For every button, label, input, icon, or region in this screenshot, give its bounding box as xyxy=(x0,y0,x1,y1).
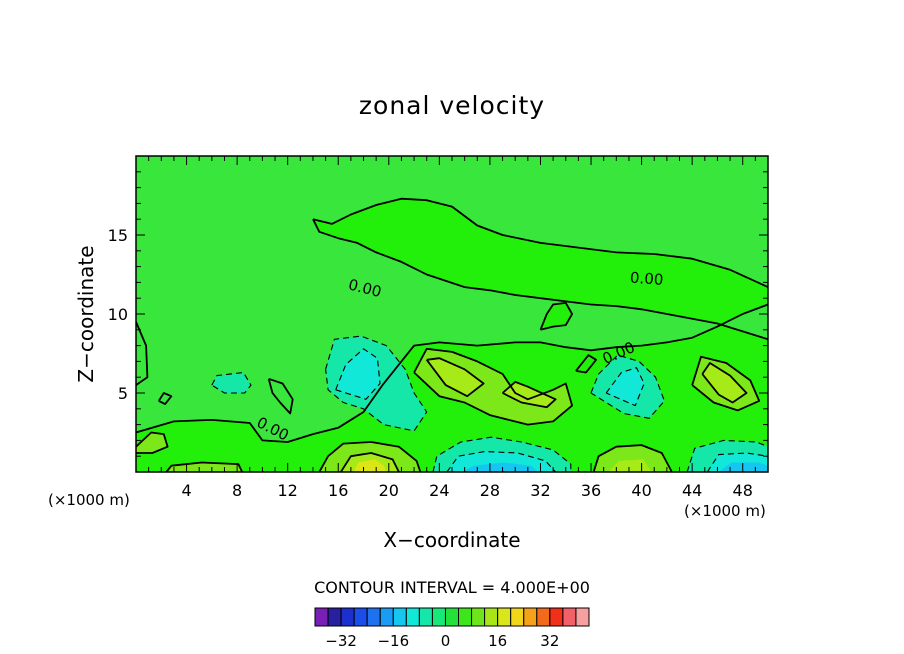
contour-line-26 xyxy=(575,354,597,374)
colorbar-swatch xyxy=(562,607,577,627)
contour-region-5 xyxy=(502,381,556,408)
contour-line-16 xyxy=(691,355,761,412)
colorbar-tick-label: −32 xyxy=(325,632,357,650)
contour-region-11 xyxy=(606,367,645,406)
contour-region-4 xyxy=(426,358,484,397)
contour-line-18 xyxy=(318,441,422,472)
contour-line-23 xyxy=(158,392,173,406)
contour-line-6 xyxy=(446,450,557,472)
colorbar-swatch xyxy=(523,607,538,627)
contour-line-7 xyxy=(686,439,768,472)
y-tick-label: 15 xyxy=(108,226,128,245)
colorbar-swatch xyxy=(431,607,446,627)
colorbar-swatch xyxy=(353,607,368,627)
contour-line-2 xyxy=(590,354,665,419)
x-axis-label: X−coordinate xyxy=(383,528,520,552)
contour-lines xyxy=(136,197,768,472)
y-tick-label: 10 xyxy=(108,305,128,324)
colorbar-swatch xyxy=(418,607,433,627)
contour-region-25 xyxy=(136,432,168,453)
colorbar xyxy=(314,607,590,627)
chart-title: zonal velocity xyxy=(359,91,545,120)
x-tick-label: 28 xyxy=(480,481,500,500)
contour-line-22 xyxy=(136,431,169,454)
colorbar-tick-label: 32 xyxy=(540,632,559,650)
contour-line-11 xyxy=(136,303,768,443)
colorbar-swatch xyxy=(405,607,420,627)
x-tick-label: 44 xyxy=(682,481,702,500)
contour-line-10 xyxy=(312,197,768,288)
colorbar-swatch xyxy=(458,607,473,627)
contour-region-12 xyxy=(211,372,251,393)
contour-line-14 xyxy=(425,357,485,398)
contour-line-9 xyxy=(312,218,768,341)
contour-label-1: 0.00 xyxy=(629,269,664,289)
colorbar-swatch xyxy=(340,607,355,627)
y-tick-labels: 5 10 15 xyxy=(108,226,128,403)
colorbar-swatch xyxy=(314,607,329,627)
x-tick-label: 48 xyxy=(733,481,753,500)
contour-fill-regions xyxy=(136,156,768,472)
contour-line-25 xyxy=(267,377,294,415)
x-tick-label: 12 xyxy=(278,481,298,500)
contour-region-9 xyxy=(335,348,380,400)
contour-line-15 xyxy=(502,380,557,409)
colorbar-labels: −32 −16 0 16 32 xyxy=(325,632,559,650)
contour-region-21 xyxy=(353,459,387,472)
contour-line-20 xyxy=(592,444,673,472)
colorbar-swatch xyxy=(471,607,486,627)
x-tick-label: 24 xyxy=(429,481,449,500)
colorbar-swatch xyxy=(392,607,407,627)
contour-line-21 xyxy=(165,461,244,472)
x-tick-label: 20 xyxy=(379,481,399,500)
contour-region-23 xyxy=(608,459,652,472)
colorbar-swatch xyxy=(575,607,590,627)
contour-line-13 xyxy=(413,347,573,426)
colorbar-swatch xyxy=(366,607,381,627)
x-tick-label: 36 xyxy=(581,481,601,500)
colorbar-swatch xyxy=(549,607,564,627)
contour-region-2 xyxy=(540,302,573,330)
x-tick-label: 8 xyxy=(232,481,242,500)
x-unit-left: (×1000 m) xyxy=(48,491,130,509)
axis-ticks xyxy=(136,156,768,472)
x-tick-label: 16 xyxy=(328,481,348,500)
colorbar-tick-label: −16 xyxy=(377,632,409,650)
contour-interval-text: CONTOUR INTERVAL = 4.000E+00 xyxy=(314,578,590,597)
contour-line-19 xyxy=(340,452,400,472)
contour-region-15 xyxy=(462,462,538,472)
colorbar-tick-label: 0 xyxy=(441,632,451,650)
x-tick-label: 4 xyxy=(181,481,191,500)
colorbar-swatch xyxy=(379,607,394,627)
y-tick-label: 5 xyxy=(118,384,128,403)
colorbar-swatch xyxy=(536,607,551,627)
contour-region-22 xyxy=(593,445,672,472)
contour-line-8 xyxy=(706,452,768,472)
contour-line-17 xyxy=(701,362,748,404)
colorbar-tick-label: 16 xyxy=(488,632,507,650)
x-unit-right: (×1000 m) xyxy=(684,502,766,520)
colorbar-swatch xyxy=(327,607,342,627)
x-tick-label: 40 xyxy=(631,481,651,500)
contour-line-24 xyxy=(136,321,149,386)
x-tick-label: 32 xyxy=(530,481,550,500)
contour-line-0 xyxy=(325,335,428,432)
contour-line-4 xyxy=(211,371,252,394)
contour-line-3 xyxy=(605,367,645,407)
colorbar-swatch xyxy=(484,607,499,627)
colorbar-swatch xyxy=(510,607,525,627)
y-axis-label: Z−coordinate xyxy=(74,245,98,382)
contour-line-12 xyxy=(539,301,573,331)
contour-line-5 xyxy=(432,436,572,472)
x-tick-labels: 4 8 12 16 20 24 28 32 36 40 44 48 xyxy=(181,481,752,500)
colorbar-swatch xyxy=(497,607,512,627)
contour-line-1 xyxy=(335,348,381,400)
colorbar-swatch xyxy=(444,607,460,627)
contour-region-7 xyxy=(702,363,747,403)
